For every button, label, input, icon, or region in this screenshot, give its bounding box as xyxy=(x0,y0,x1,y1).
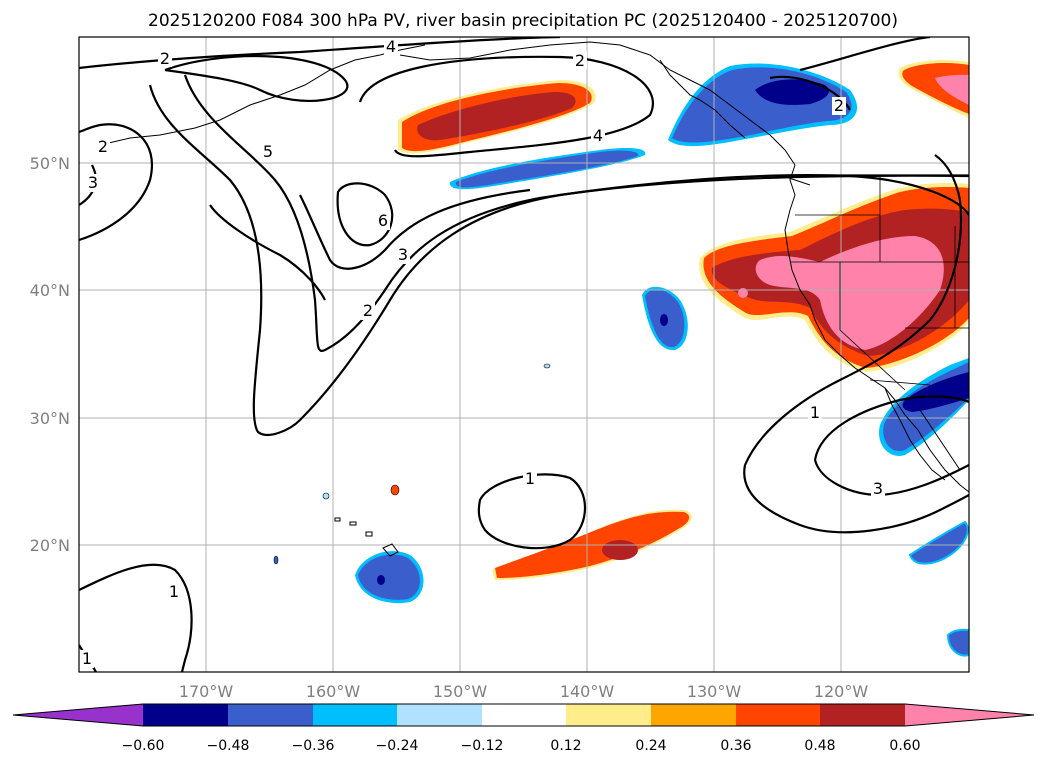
map-frame xyxy=(78,36,970,673)
contour-labels: 2 4 2 2 5 3 6 3 2 4 2 xyxy=(80,37,885,668)
colorbar-segment xyxy=(482,704,566,726)
contour-label: 3 xyxy=(88,173,98,192)
colorbar-label: −0.48 xyxy=(207,738,250,754)
contour-label: 1 xyxy=(82,649,92,668)
lat-axis: 50°N 40°N 30°N 20°N xyxy=(30,154,70,555)
colorbar-label: 0.48 xyxy=(804,738,835,754)
contour-label: 1 xyxy=(169,582,179,601)
contour-label: 2 xyxy=(98,137,108,156)
map-title: 2025120200 F084 300 hPa PV, river basin … xyxy=(148,11,898,31)
colorbar-label: 0.36 xyxy=(720,738,751,754)
colorbar-label: 0.24 xyxy=(635,738,666,754)
colorbar-segment xyxy=(566,704,651,726)
colorbar-label: −0.60 xyxy=(122,738,165,754)
precip-negative-mid xyxy=(642,286,688,351)
colorbar-outline xyxy=(12,703,1035,727)
lat-label: 40°N xyxy=(30,281,70,300)
colorbar-label: −0.12 xyxy=(461,738,504,754)
contour-label: 4 xyxy=(386,37,396,56)
colorbar-label: 0.12 xyxy=(550,738,581,754)
precip-negative-band xyxy=(449,147,646,190)
precip-positive-ne xyxy=(898,60,969,118)
precip-positive-westcoast xyxy=(699,183,969,372)
lat-label: 50°N xyxy=(30,154,70,173)
contour-label: 3 xyxy=(873,479,883,498)
colorbar-segment xyxy=(397,704,482,726)
colorbar-segment xyxy=(228,704,313,726)
colorbar-segment xyxy=(820,704,905,726)
colorbar-label: −0.24 xyxy=(376,738,419,754)
lon-label: 140°W xyxy=(560,682,615,701)
colorbar-extend-high xyxy=(905,704,1034,726)
colorbar-segment xyxy=(736,704,820,726)
lon-label: 160°W xyxy=(306,682,361,701)
colorbar-label: −0.36 xyxy=(292,738,335,754)
contour-label: 1 xyxy=(525,469,535,488)
colorbar-segment xyxy=(313,704,397,726)
lon-label: 130°W xyxy=(687,682,742,701)
lon-label: 120°W xyxy=(814,682,869,701)
contour-label: 2 xyxy=(160,49,170,68)
map-panel: 2 4 2 2 5 3 6 3 2 4 2 xyxy=(78,36,970,673)
lat-label: 30°N xyxy=(30,409,70,428)
precip-negative-hawaii xyxy=(273,363,551,604)
precip-positive-north xyxy=(398,80,596,154)
contour-label: 5 xyxy=(263,142,273,161)
contour-label: 1 xyxy=(810,403,820,422)
contour-label: 6 xyxy=(378,211,388,230)
colorbar-segment xyxy=(651,704,736,726)
contour-label: 2 xyxy=(834,96,844,115)
lon-label: 150°W xyxy=(433,682,488,701)
contour-label: 4 xyxy=(593,126,603,145)
lon-axis: 170°W 160°W 150°W 140°W 130°W 120°W xyxy=(179,682,869,701)
colorbar-segment xyxy=(143,704,228,726)
colorbar: −0.60 −0.48 −0.36 −0.24 −0.12 0.12 0.24 … xyxy=(12,703,1035,754)
colorbar-label: 0.60 xyxy=(889,738,920,754)
lon-label: 170°W xyxy=(179,682,234,701)
precip-negative-gulf xyxy=(668,63,858,147)
coastlines xyxy=(99,41,969,557)
contour-label: 3 xyxy=(398,245,408,264)
contour-label: 2 xyxy=(363,301,373,320)
colorbar-extend-low xyxy=(13,704,143,726)
contour-label: 2 xyxy=(575,51,585,70)
lat-label: 20°N xyxy=(30,536,70,555)
